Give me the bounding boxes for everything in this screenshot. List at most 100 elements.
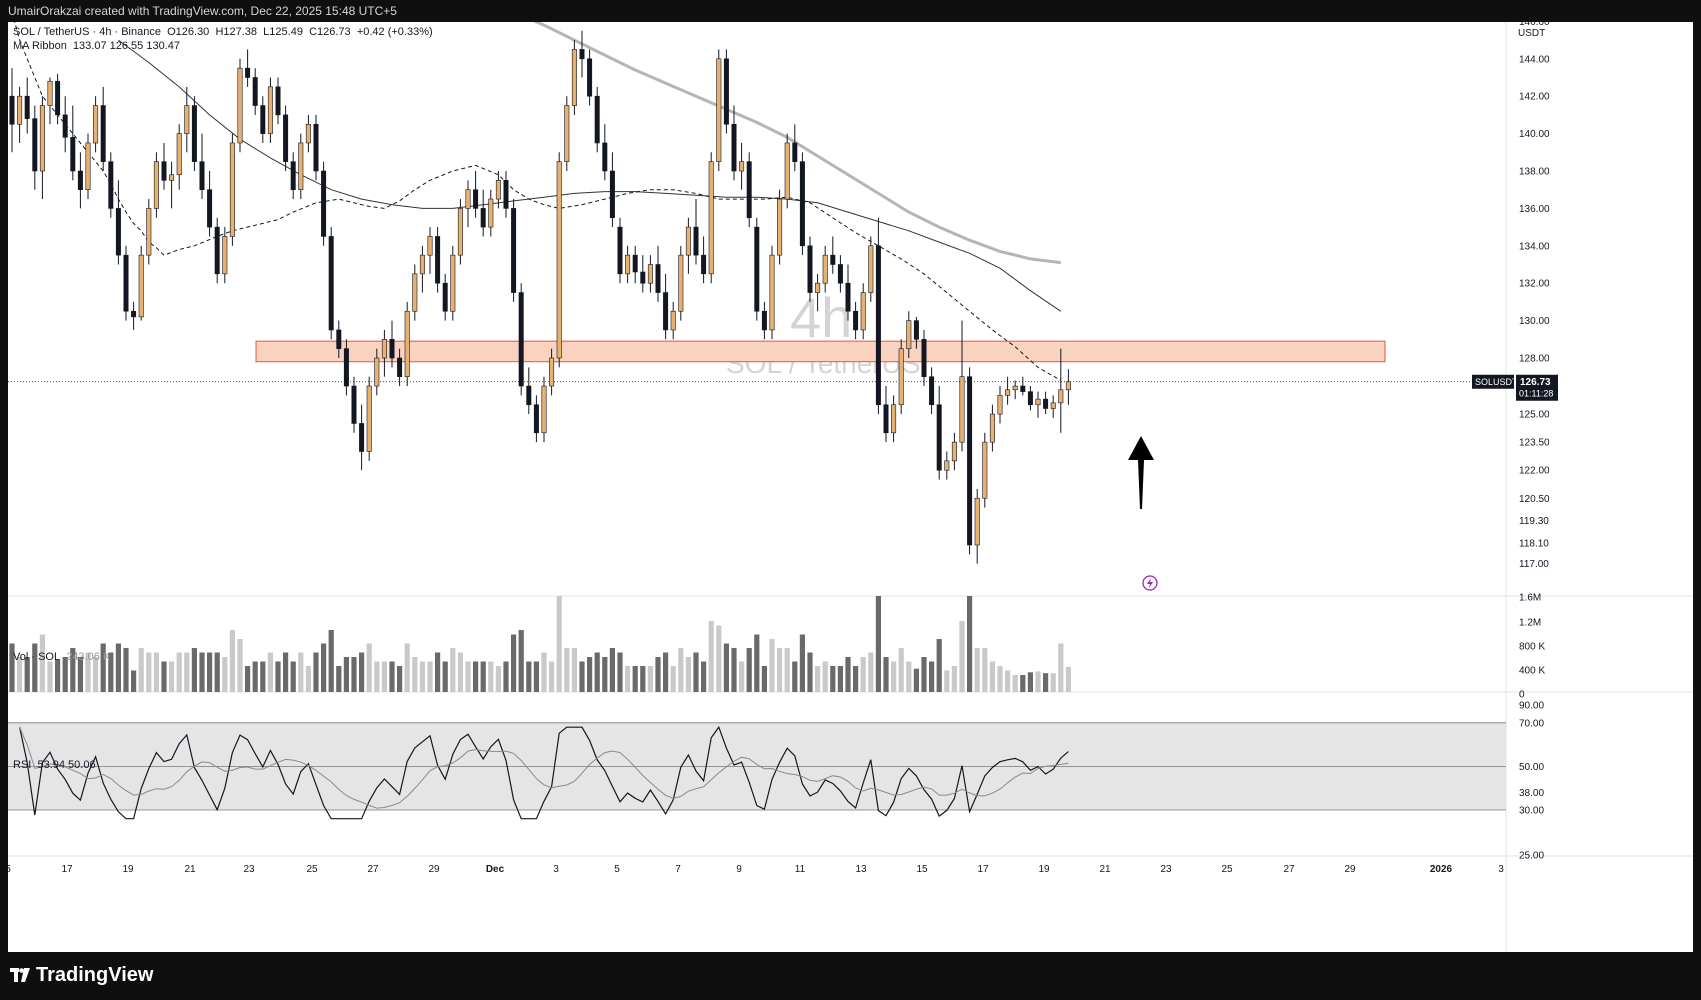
candle-body [761, 310, 767, 331]
candle-body [1005, 389, 1011, 396]
candle-body [9, 95, 15, 125]
rsi-tick-label: 30.00 [1519, 806, 1544, 817]
candle-body [123, 254, 129, 312]
candle-body [457, 208, 463, 256]
price-tick-label: 144.00 [1519, 54, 1550, 65]
volume-bar [967, 596, 973, 692]
candle-body [237, 67, 243, 144]
symbol-line: SOL / TetherUS · 4h · Binance [13, 26, 161, 38]
volume-bar [533, 661, 539, 692]
volume-bar [473, 661, 479, 692]
volume-bar [245, 666, 251, 692]
candle-body [564, 105, 570, 162]
candle-body [754, 226, 760, 312]
candle-body [336, 329, 342, 349]
candle-body [359, 423, 365, 452]
candle-body [594, 95, 600, 144]
countdown-label: 01:11:28 [1519, 389, 1553, 399]
candle-body [153, 161, 159, 209]
volume-bar [488, 661, 494, 692]
candle-body [427, 236, 433, 256]
candle-body [837, 264, 843, 284]
candle-body [47, 80, 53, 106]
time-tick-label: 3 [553, 864, 559, 875]
candle-body [792, 142, 798, 162]
candle-body [1035, 398, 1041, 406]
price-tick-label: 138.00 [1519, 167, 1550, 178]
candle-body [533, 404, 539, 434]
candle-body [830, 254, 836, 265]
time-tick-label: 25 [1221, 864, 1233, 875]
candle-body [397, 357, 403, 378]
candle-body [602, 142, 608, 172]
volume-bar [1012, 675, 1018, 692]
open-value: 126.30 [175, 26, 210, 38]
candle-body [663, 292, 669, 331]
volume-bar [70, 648, 76, 692]
candle-body [503, 180, 509, 209]
volume-bar [837, 666, 843, 692]
volume-bar [298, 652, 304, 692]
chart-canvas[interactable]: 4h SOL / TetherUS USDT 146.00 144.00 142.00… [8, 22, 1693, 952]
volume-bar [442, 661, 448, 692]
candle-body [929, 376, 935, 406]
candle-body [913, 320, 919, 340]
time-tick-label: 27 [367, 864, 379, 875]
volume-bar [670, 666, 676, 692]
time-tick-label: Dec [486, 864, 505, 875]
candle-body [85, 142, 91, 190]
candle-body [685, 226, 691, 256]
close-label: C [309, 26, 318, 38]
tradingview-logo[interactable]: TradingView [10, 964, 153, 987]
price-tick-label: 132.00 [1519, 279, 1550, 290]
rsi-ma-line [19, 727, 1069, 809]
volume-bar [541, 652, 547, 692]
candle-body [511, 208, 517, 293]
time-tick-label: 25 [306, 864, 318, 875]
credit-bar: UmairOrakzai created with TradingView.co… [0, 0, 1701, 22]
volume-bar [131, 670, 137, 692]
volume-bar [427, 661, 433, 692]
candle-body [647, 264, 653, 284]
candle-body [875, 245, 881, 406]
volume-bar [663, 652, 669, 692]
candle-body [207, 189, 213, 228]
last-price-label: 126.73 [1520, 377, 1551, 388]
volume-bar [115, 643, 121, 692]
volume-tick-label: 400 K [1519, 666, 1545, 677]
volume-bar [799, 634, 805, 692]
volume-bar [647, 666, 653, 692]
candle-body [944, 460, 950, 471]
time-tick-label: 21 [1099, 864, 1111, 875]
time-tick-label: 27 [1283, 864, 1295, 875]
candle-body [495, 180, 501, 200]
ohlc-legend: SOL / TetherUS · 4h · Binance O126.30 H1… [13, 25, 433, 39]
volume-bar [769, 639, 775, 692]
candle-body [845, 282, 851, 312]
high-label: H [215, 26, 224, 38]
rsi-line [19, 725, 1069, 820]
candle-body [184, 105, 190, 134]
candle-body [450, 254, 456, 312]
volume-bar [929, 661, 935, 692]
time-tick-label: 17 [977, 864, 989, 875]
candle-body [974, 497, 980, 546]
price-tick-label: 118.10 [1519, 539, 1549, 550]
volume-bar [93, 657, 99, 692]
volume-bar [1065, 666, 1071, 692]
candle-body [868, 245, 874, 293]
volume-bar [176, 652, 182, 692]
volume-bar [222, 657, 228, 692]
volume-bar [974, 648, 980, 692]
time-tick-label: 29 [1344, 864, 1356, 875]
volume-bar [777, 648, 783, 692]
time-tick-label: 5 [8, 864, 11, 875]
candle-body [716, 58, 722, 162]
candle-body [412, 273, 418, 312]
volume-bar [283, 652, 289, 692]
candle-body [822, 254, 828, 284]
volume-bar [632, 666, 638, 692]
candle-body [176, 133, 182, 176]
volume-bar [17, 657, 23, 692]
candle-body [777, 198, 783, 256]
